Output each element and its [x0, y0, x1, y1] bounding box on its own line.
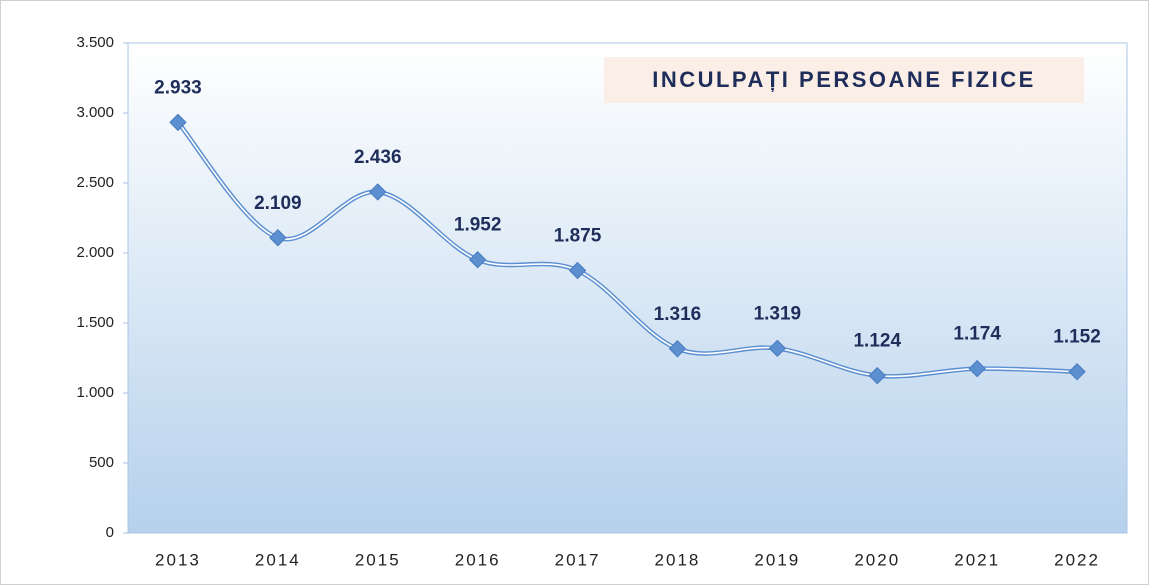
- marker: [768, 339, 787, 358]
- marker: [668, 340, 687, 358]
- x-tick-label: 2015: [355, 550, 401, 569]
- marker: [468, 251, 487, 269]
- x-tick-label: 2017: [555, 550, 601, 569]
- data-label: 1.124: [853, 331, 901, 352]
- data-label: 1.316: [654, 304, 702, 325]
- y-tick-label: 3.500: [76, 34, 114, 51]
- data-label: 1.152: [1053, 327, 1101, 348]
- data-label: 1.174: [953, 324, 1001, 345]
- data-label: 1.875: [554, 226, 602, 247]
- y-tick-label: 2.500: [76, 174, 114, 191]
- data-label: 2.109: [254, 193, 302, 214]
- y-tick-label: 500: [89, 454, 114, 471]
- y-tick-label: 3.000: [76, 104, 114, 121]
- marker: [169, 113, 187, 132]
- y-tick-label: 1.000: [76, 384, 114, 401]
- marker: [269, 229, 287, 247]
- marker: [369, 183, 387, 201]
- x-tick-label: 2021: [954, 550, 1000, 569]
- y-tick-label: 2.000: [76, 244, 114, 261]
- x-tick-label: 2014: [255, 550, 301, 569]
- x-tick-label: 2016: [455, 550, 501, 569]
- marker: [568, 261, 587, 280]
- line-highlight: [177, 121, 1078, 378]
- x-tick-label: 2022: [1054, 550, 1100, 569]
- marker: [1068, 363, 1086, 381]
- x-tick-label: 2020: [854, 550, 900, 569]
- x-tick-label: 2019: [754, 550, 800, 569]
- x-tick-label: 2013: [155, 550, 201, 569]
- chart-title: INCULPAȚI PERSOANE FIZICE: [652, 67, 1036, 92]
- data-label: 1.952: [454, 215, 502, 236]
- data-label: 1.319: [754, 303, 802, 324]
- y-tick-label: 0: [106, 524, 114, 541]
- marker: [968, 359, 986, 378]
- y-tick-label: 1.500: [76, 314, 114, 331]
- data-label: 2.436: [354, 147, 402, 168]
- data-label: 2.933: [154, 77, 202, 98]
- plot-area: [127, 42, 1128, 534]
- x-tick-label: 2018: [655, 550, 701, 569]
- marker: [868, 366, 886, 385]
- title-box: [604, 57, 1084, 103]
